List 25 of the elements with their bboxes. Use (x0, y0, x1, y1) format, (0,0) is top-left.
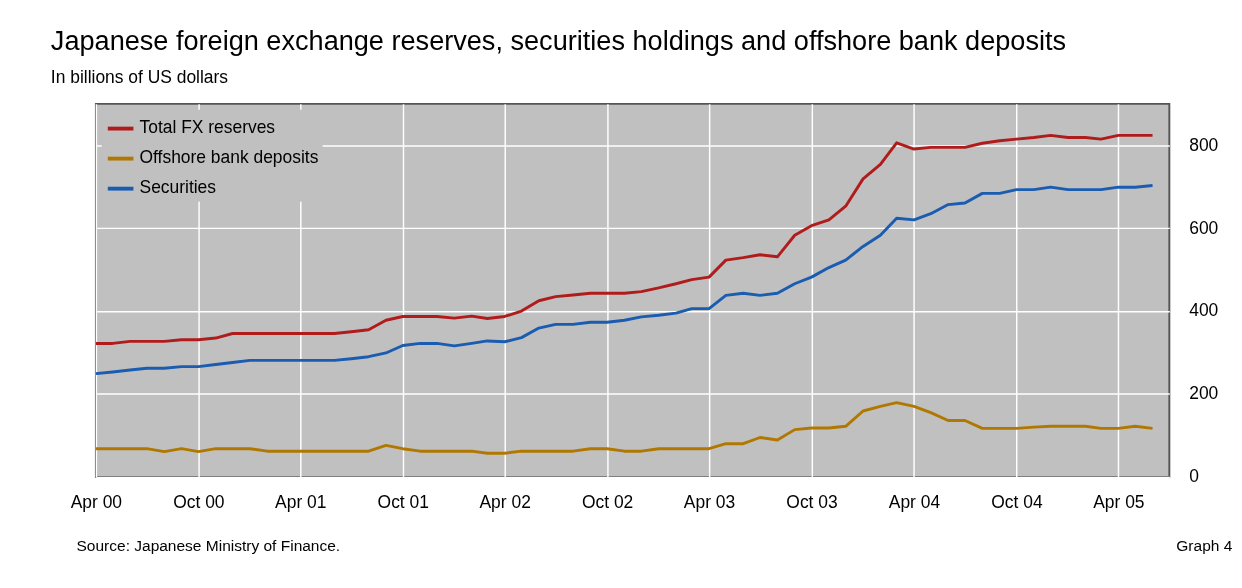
y-tick-label: 600 (1189, 217, 1219, 238)
x-tick-label: Apr 02 (479, 492, 531, 513)
chart-title: Japanese foreign exchange reserves, securities holdings and offshore bank deposits (50, 24, 1067, 56)
x-tick-label: Oct 03 (786, 492, 838, 513)
x-tick-label: Oct 00 (173, 492, 225, 513)
chart-subtitle: In billions of US dollars (50, 66, 229, 87)
x-tick-label: Apr 03 (683, 492, 736, 513)
x-tick-label: Oct 01 (377, 492, 429, 513)
y-tick-label: 200 (1189, 383, 1219, 404)
y-tick-label: 800 (1189, 134, 1219, 155)
y-tick-label: 0 (1189, 466, 1200, 487)
x-tick-label: Apr 05 (1093, 492, 1145, 513)
x-tick-label: Apr 00 (70, 492, 123, 513)
legend-label: Securities (139, 177, 217, 198)
line-series (94, 401, 1154, 455)
legend-label: Total FX reserves (139, 117, 276, 138)
x-tick-label: Apr 01 (275, 492, 327, 513)
legend-label: Offshore bank deposits (139, 147, 319, 168)
caption: Graph 4 (1176, 537, 1233, 555)
source-note: Source: Japanese Ministry of Finance. (76, 537, 341, 555)
y-tick-label: 400 (1189, 300, 1219, 321)
x-tick-label: Oct 02 (581, 492, 634, 513)
x-tick-label: Apr 04 (888, 492, 941, 513)
x-tick-label: Oct 04 (991, 492, 1043, 513)
line-series (94, 133, 1154, 345)
